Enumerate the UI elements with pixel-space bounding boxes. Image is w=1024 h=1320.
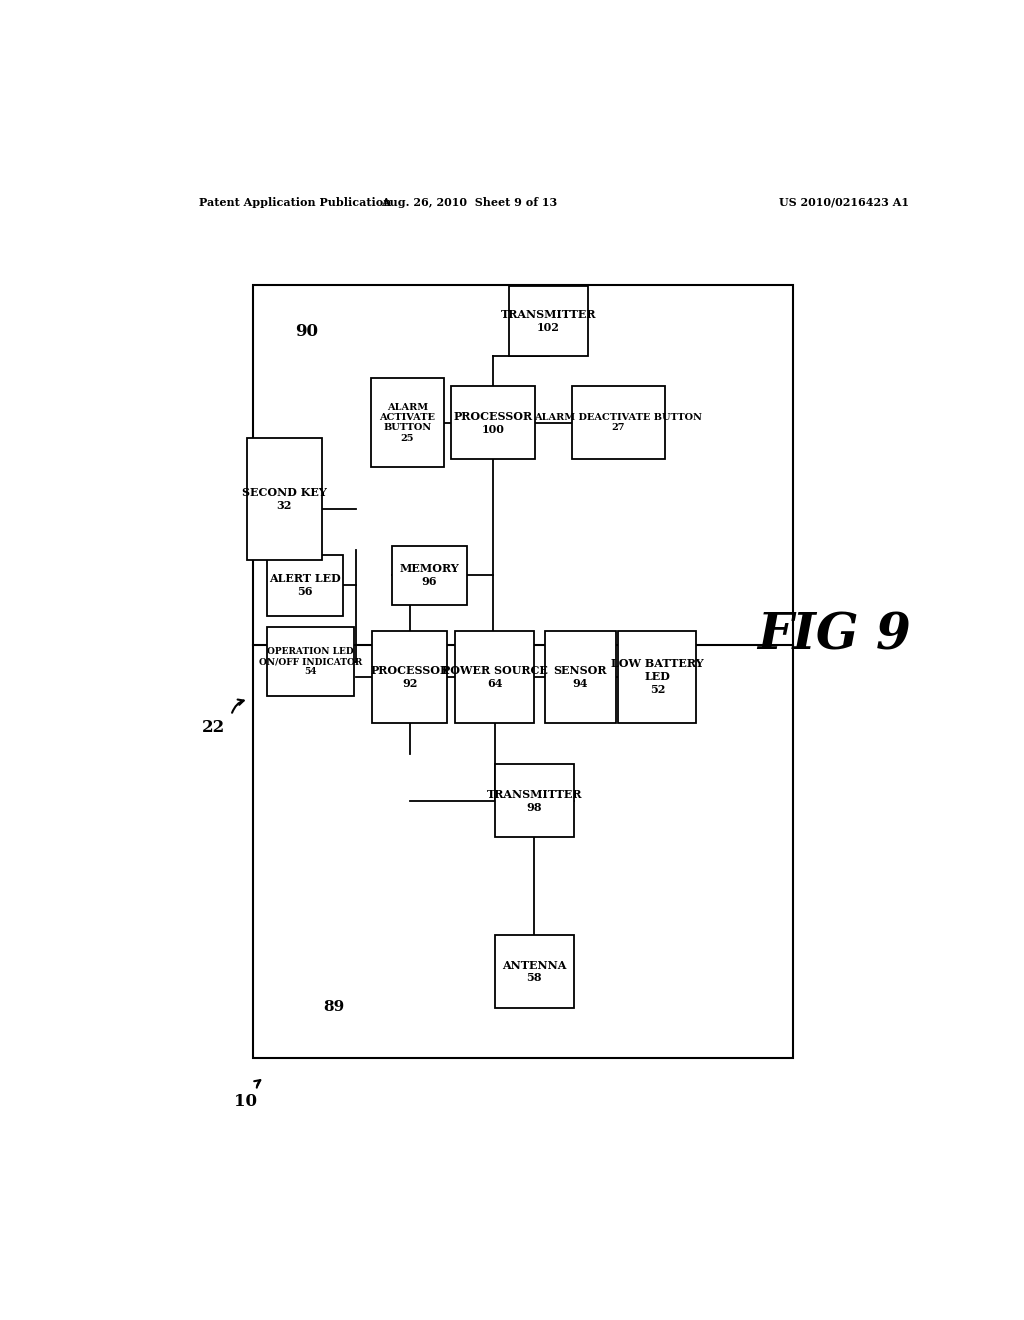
Text: Patent Application Publication: Patent Application Publication — [200, 197, 392, 207]
Text: SENSOR
94: SENSOR 94 — [554, 665, 607, 689]
Bar — [371, 378, 443, 467]
Bar — [267, 627, 354, 696]
Text: 89: 89 — [324, 1001, 345, 1014]
Text: MEMORY
96: MEMORY 96 — [399, 564, 460, 587]
Text: ANTENNA
58: ANTENNA 58 — [502, 960, 566, 983]
Text: TRANSMITTER
102: TRANSMITTER 102 — [501, 309, 596, 333]
Text: ALARM
ACTIVATE
BUTTON
25: ALARM ACTIVATE BUTTON 25 — [379, 403, 435, 442]
Bar — [455, 631, 535, 722]
Bar — [267, 554, 343, 616]
Text: FIG 9: FIG 9 — [758, 611, 911, 660]
Bar — [495, 764, 574, 837]
Text: PROCESSOR
100: PROCESSOR 100 — [454, 411, 532, 434]
Text: ALERT LED
56: ALERT LED 56 — [269, 573, 341, 597]
Bar — [545, 631, 616, 722]
Bar — [392, 545, 467, 605]
Bar — [618, 631, 696, 722]
Text: LOW BATTERY
LED
52: LOW BATTERY LED 52 — [611, 659, 703, 696]
Text: SECOND KEY
32: SECOND KEY 32 — [242, 487, 327, 511]
Text: OPERATION LED
ON/OFF INDICATOR
54: OPERATION LED ON/OFF INDICATOR 54 — [259, 647, 362, 676]
Text: 22: 22 — [202, 719, 225, 737]
Text: PROCESSOR
92: PROCESSOR 92 — [370, 665, 450, 689]
Text: 90: 90 — [295, 322, 318, 339]
Text: Aug. 26, 2010  Sheet 9 of 13: Aug. 26, 2010 Sheet 9 of 13 — [381, 197, 557, 207]
Bar — [253, 285, 793, 1057]
Bar — [372, 631, 447, 722]
Text: US 2010/0216423 A1: US 2010/0216423 A1 — [778, 197, 908, 207]
Bar — [247, 438, 322, 560]
Text: 10: 10 — [233, 1093, 257, 1110]
Bar — [571, 385, 666, 459]
Text: POWER SOURCE
64: POWER SOURCE 64 — [441, 665, 548, 689]
Bar — [495, 935, 574, 1008]
Bar — [509, 286, 589, 355]
Bar — [452, 385, 535, 459]
Text: ALARM DEACTIVATE BUTTON
27: ALARM DEACTIVATE BUTTON 27 — [535, 413, 702, 433]
Text: TRANSMITTER
98: TRANSMITTER 98 — [486, 789, 582, 813]
